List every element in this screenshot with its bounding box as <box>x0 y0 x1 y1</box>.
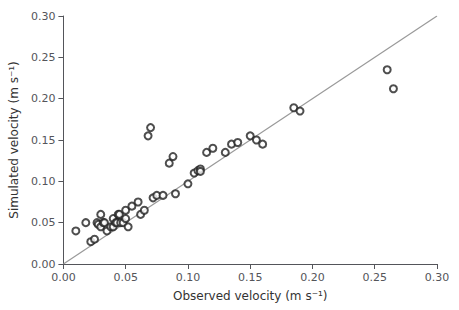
svg-text:Simulated velocity (m s⁻¹): Simulated velocity (m s⁻¹) <box>7 61 21 218</box>
svg-text:0.00: 0.00 <box>51 271 75 284</box>
svg-text:0.00: 0.00 <box>31 258 56 271</box>
svg-text:0.05: 0.05 <box>113 271 138 284</box>
svg-text:0.05: 0.05 <box>31 216 56 229</box>
svg-text:0.30: 0.30 <box>425 271 450 284</box>
svg-text:0.20: 0.20 <box>31 92 56 105</box>
svg-text:0.10: 0.10 <box>176 271 201 284</box>
svg-text:0.10: 0.10 <box>31 175 56 188</box>
svg-text:0.15: 0.15 <box>31 134 56 147</box>
svg-text:0.25: 0.25 <box>31 51 56 64</box>
svg-text:Observed velocity (m s⁻¹): Observed velocity (m s⁻¹) <box>173 289 328 303</box>
svg-text:0.30: 0.30 <box>31 10 56 23</box>
svg-text:0.20: 0.20 <box>300 271 325 284</box>
svg-text:0.25: 0.25 <box>362 271 387 284</box>
svg-text:0.15: 0.15 <box>238 271 263 284</box>
